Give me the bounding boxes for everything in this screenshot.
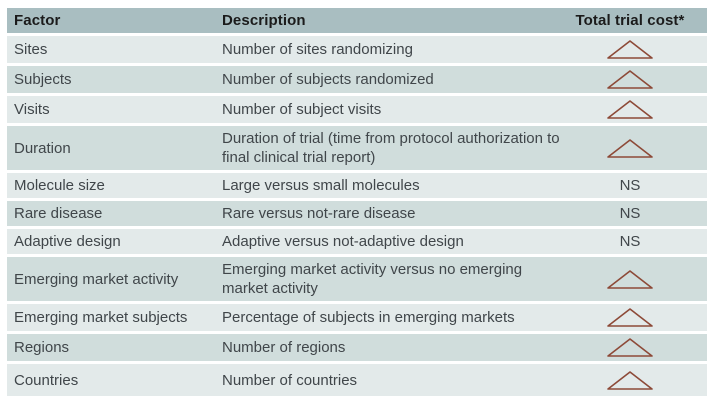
not-significant-value: NS bbox=[619, 205, 641, 222]
triangle-up-icon bbox=[607, 138, 653, 158]
triangle-up-icon bbox=[607, 40, 653, 59]
total-trial-cost-cell: NS bbox=[567, 173, 707, 198]
not-significant-value: NS bbox=[619, 177, 641, 194]
triangle-up-icon bbox=[607, 338, 653, 357]
total-trial-cost-cell bbox=[567, 135, 707, 162]
factor-cell: Subjects bbox=[14, 71, 72, 88]
description-cell: Number of subjects randomized bbox=[222, 71, 434, 88]
total-trial-cost-cell bbox=[567, 66, 707, 93]
total-trial-cost-cell bbox=[567, 367, 707, 394]
table-row: Visits Number of subject visits bbox=[7, 96, 707, 123]
triangle-up-icon bbox=[607, 370, 653, 390]
factor-cell: Regions bbox=[14, 339, 70, 356]
description-cell: Percentage of subjects in emerging marke… bbox=[222, 309, 515, 326]
not-significant-value: NS bbox=[619, 233, 641, 250]
table-row: Molecule size Large versus small molecule… bbox=[7, 173, 707, 198]
table-row: Emerging market subjects Percentage of su… bbox=[7, 304, 707, 331]
table-row: Rare disease Rare versus not-rare disease… bbox=[7, 201, 707, 226]
description-cell: Adaptive versus not-adaptive design bbox=[222, 233, 464, 250]
description-cell: Number of regions bbox=[222, 339, 346, 356]
description-cell: Duration of trial (time from protocol au… bbox=[222, 130, 560, 166]
table-row: Emerging market activity Emerging market … bbox=[7, 257, 707, 301]
factor-cell: Duration bbox=[14, 139, 71, 157]
factor-cell: Countries bbox=[14, 371, 79, 389]
cost-factors-table: Factor Description Total trial cost* Sit… bbox=[7, 8, 707, 399]
description-cell: Number of sites randomizing bbox=[222, 41, 413, 58]
column-header-factor: Factor bbox=[14, 12, 61, 29]
factor-cell: Visits bbox=[14, 101, 50, 118]
factor-cell: Molecule size bbox=[14, 177, 105, 194]
description-cell: Number of countries bbox=[222, 371, 358, 389]
total-trial-cost-cell bbox=[567, 266, 707, 293]
table-header-row: Factor Description Total trial cost* bbox=[7, 8, 707, 33]
table-row: Regions Number of regions bbox=[7, 334, 707, 361]
triangle-up-icon bbox=[607, 70, 653, 89]
factor-cell: Emerging market activity bbox=[14, 270, 179, 288]
description-cell: Emerging market activity versus no emerg… bbox=[222, 261, 523, 297]
table-body: Sites Number of sites randomizing Subject… bbox=[7, 36, 707, 396]
table-row: Sites Number of sites randomizing bbox=[7, 36, 707, 63]
total-trial-cost-cell: NS bbox=[567, 201, 707, 226]
total-trial-cost-cell bbox=[567, 36, 707, 63]
table-row: Adaptive design Adaptive versus not-adapt… bbox=[7, 229, 707, 254]
total-trial-cost-cell bbox=[567, 96, 707, 123]
description-cell: Number of subject visits bbox=[222, 101, 382, 118]
table-row: Countries Number of countries bbox=[7, 364, 707, 396]
description-cell: Large versus small molecules bbox=[222, 177, 420, 194]
triangle-up-icon bbox=[607, 308, 653, 327]
factor-cell: Adaptive design bbox=[14, 233, 121, 250]
factor-cell: Emerging market subjects bbox=[14, 309, 188, 326]
factor-cell: Rare disease bbox=[14, 205, 103, 222]
total-trial-cost-cell bbox=[567, 304, 707, 331]
total-trial-cost-cell: NS bbox=[567, 229, 707, 254]
total-trial-cost-cell bbox=[567, 334, 707, 361]
column-header-description: Description bbox=[222, 12, 306, 29]
table-row: Subjects Number of subjects randomized bbox=[7, 66, 707, 93]
table-row: Duration Duration of trial (time from pro… bbox=[7, 126, 707, 170]
triangle-up-icon bbox=[607, 100, 653, 119]
description-cell: Rare versus not-rare disease bbox=[222, 205, 416, 222]
factor-cell: Sites bbox=[14, 41, 48, 58]
triangle-up-icon bbox=[607, 269, 653, 289]
column-header-total-trial-cost: Total trial cost* bbox=[575, 12, 685, 29]
